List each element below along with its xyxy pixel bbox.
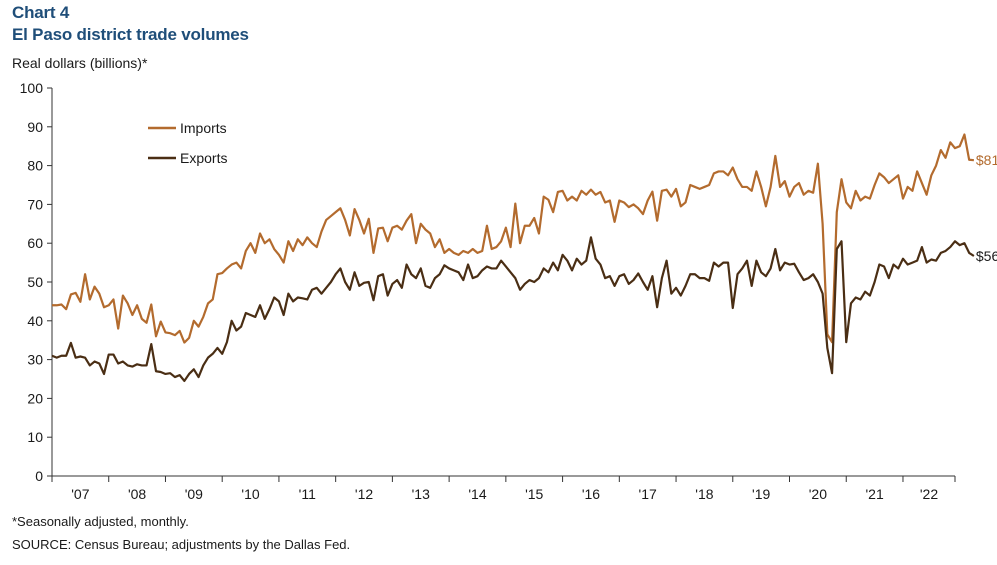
x-axis-ticks: '07 '08 '09 '10 '11 '12 '13 '14 '15 '16 '17 '18 '19 '… bbox=[51, 476, 956, 502]
x-tick-label: '07 bbox=[71, 486, 89, 502]
legend-imports-label: Imports bbox=[180, 120, 227, 136]
legend-exports-label: Exports bbox=[180, 150, 227, 166]
x-tick-label: '22 bbox=[920, 486, 938, 502]
x-tick-label: '18 bbox=[695, 486, 713, 502]
x-tick-label: '09 bbox=[185, 486, 203, 502]
x-tick-label: '13 bbox=[412, 486, 430, 502]
y-axis-label: Real dollars (billions)* bbox=[12, 55, 148, 71]
imports-end-label: $81.4 bbox=[976, 152, 997, 168]
x-tick-label: '16 bbox=[582, 486, 600, 502]
x-tick-label: '08 bbox=[128, 486, 146, 502]
x-tick-label: '15 bbox=[525, 486, 543, 502]
y-tick-label: 20 bbox=[27, 390, 43, 406]
x-tick-label: '20 bbox=[809, 486, 827, 502]
x-tick-label: '21 bbox=[865, 486, 883, 502]
y-tick-label: 100 bbox=[20, 80, 44, 96]
chart-number: Chart 4 bbox=[12, 3, 70, 22]
exports-series-line bbox=[51, 236, 975, 383]
y-tick-label: 0 bbox=[35, 468, 43, 484]
x-tick-label: '10 bbox=[241, 486, 259, 502]
y-axis-ticks: 0 10 20 30 40 50 60 70 80 90 100 bbox=[20, 80, 52, 484]
y-tick-label: 70 bbox=[27, 196, 43, 212]
x-tick-label: '14 bbox=[468, 486, 486, 502]
y-tick-label: 40 bbox=[27, 313, 43, 329]
y-tick-label: 30 bbox=[27, 352, 43, 368]
legend: Imports Exports bbox=[148, 120, 227, 166]
y-tick-label: 60 bbox=[27, 235, 43, 251]
y-tick-label: 90 bbox=[27, 119, 43, 135]
x-tick-label: '12 bbox=[355, 486, 373, 502]
source-note: SOURCE: Census Bureau; adjustments by th… bbox=[12, 537, 351, 552]
x-tick-label: '19 bbox=[752, 486, 770, 502]
footnote: *Seasonally adjusted, monthly. bbox=[12, 514, 189, 529]
exports-end-label: $56.7 bbox=[976, 248, 997, 264]
chart-title: El Paso district trade volumes bbox=[12, 25, 249, 44]
x-tick-label: '11 bbox=[299, 486, 316, 502]
y-tick-label: 80 bbox=[27, 158, 43, 174]
imports-series-line bbox=[52, 133, 974, 344]
x-tick-label: '17 bbox=[639, 486, 657, 502]
y-tick-label: 10 bbox=[27, 429, 43, 445]
y-tick-label: 50 bbox=[27, 274, 43, 290]
